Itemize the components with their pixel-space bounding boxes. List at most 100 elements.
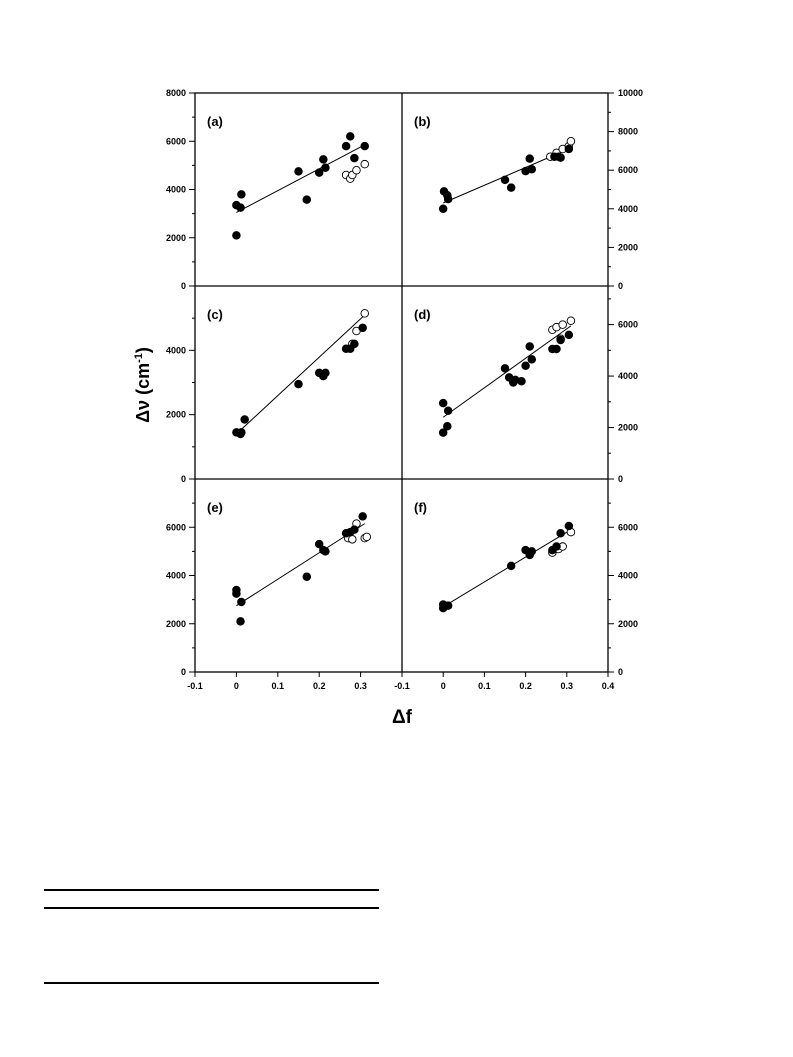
panel-d-ytick-label: 4000 <box>618 371 638 381</box>
panel-f-xtick-label: 0.1 <box>478 681 491 691</box>
panel-f-filled-point <box>552 542 561 551</box>
panel-c-fit-line <box>236 314 366 435</box>
panel-c-filled-point <box>294 379 303 389</box>
panel-e-filled-point <box>302 572 312 581</box>
panel-b-ytick-label: 8000 <box>618 127 638 137</box>
panel-d-open-point <box>566 316 576 325</box>
panel-d-filled-point <box>527 355 537 364</box>
panels-group: 0 2000 4000 6000 8000 (a) 0 2000 4000 6000 8000 100… <box>166 88 643 691</box>
panel-d-ytick-label: 2000 <box>618 423 638 433</box>
panel-d-filled-point <box>552 344 561 354</box>
table-header-rule <box>44 907 379 909</box>
panel-f-filled-point <box>556 529 565 538</box>
panel-b-filled-point <box>556 153 565 162</box>
panel-e-ytick-label: 6000 <box>166 522 186 532</box>
panel-b-filled-point <box>443 194 453 204</box>
panel-b-label: (b) <box>414 114 431 129</box>
panel-e-filled-point <box>314 539 324 549</box>
panel-f-filled-point <box>506 561 516 571</box>
y-axis-title: Δν (cm-1) <box>133 347 153 423</box>
panel-e-ytick-label: 2000 <box>166 619 186 629</box>
y-axis-title-close: ) <box>133 347 153 353</box>
panel-d-ytick-label: 6000 <box>618 320 638 330</box>
panel-c-filled-point <box>237 428 246 437</box>
panel-b-filled-point <box>500 175 510 185</box>
panel-b-filled-point <box>564 144 574 154</box>
panel-b-ytick-label: 10000 <box>618 88 643 98</box>
panel-e-xtick-label: -0.1 <box>187 681 203 691</box>
panel-e-filled-point <box>350 525 359 534</box>
panel-e-ytick-label: 0 <box>181 667 186 677</box>
table-top-rule <box>44 889 379 891</box>
panel-c-label: (c) <box>207 307 223 322</box>
panel-d-label: (d) <box>414 307 431 322</box>
panel-a-ytick-label: 2000 <box>166 233 186 243</box>
panel-a-fit-line <box>236 144 365 213</box>
panel-d-filled-point <box>517 376 526 386</box>
panel-f-filled-point <box>443 601 453 610</box>
panel-b-open-point <box>566 136 576 146</box>
panel-d-open-point <box>558 320 567 329</box>
panel-b-filled-point <box>506 183 516 192</box>
panel-e-open-point <box>348 535 357 544</box>
panel-e-filled-point <box>358 512 367 521</box>
x-axis-title: Δf <box>392 707 413 728</box>
panel-d-filled-point <box>443 406 453 416</box>
panel-e-filled-point <box>237 597 246 607</box>
panel-f-xtick-label: -0.1 <box>394 681 410 691</box>
panel-c-ytick-label: 0 <box>181 474 186 484</box>
panel-c-open-point <box>360 309 369 318</box>
panel-b-filled-point <box>525 154 534 163</box>
panel-b-filled-point <box>527 164 537 174</box>
panel-a-filled-point <box>346 132 355 141</box>
panel-a-filled-point <box>302 195 312 204</box>
panel-e-xtick-label: 0.3 <box>354 681 367 691</box>
panel-a-open-point <box>360 159 369 169</box>
panel-e-ytick-label: 4000 <box>166 571 186 581</box>
panel-d-filled-point <box>564 330 574 340</box>
panel-d-filled-point <box>500 364 510 373</box>
panel-f-filled-point <box>564 521 574 531</box>
panel-f-xtick-label: 0.2 <box>519 681 532 691</box>
panel-f-label: (f) <box>414 500 427 515</box>
panel-a-ytick-label: 4000 <box>166 185 186 195</box>
panel-f-xtick-label: 0.4 <box>602 681 615 691</box>
panel-d-filled-point <box>438 428 448 437</box>
panel-b-ytick-label: 4000 <box>618 204 638 214</box>
panel-d-ytick-label: 0 <box>618 474 623 484</box>
panel-d-filled-point <box>443 421 452 431</box>
panel-a-filled-point <box>236 203 245 212</box>
panel-a-open-point <box>352 165 361 175</box>
panel-d-filled-point <box>521 361 530 371</box>
panel-e-filled-point <box>236 617 245 626</box>
table-bottom-rule <box>44 982 379 984</box>
panel-f-ytick-label: 2000 <box>618 619 638 629</box>
panel-e-xtick-label: 0.2 <box>313 681 326 691</box>
panel-a-filled-point <box>232 231 241 240</box>
panel-e-filled-point <box>321 547 330 556</box>
panel-e-label: (e) <box>207 500 223 515</box>
panel-b-ytick-label: 6000 <box>618 165 638 175</box>
panel-a-filled-point <box>294 167 303 176</box>
panel-e-xtick-label: 0 <box>234 681 239 691</box>
panel-a-filled-point <box>319 155 328 164</box>
panel-f-xtick-label: 0 <box>441 681 446 691</box>
panel-a-filled-point <box>237 190 246 199</box>
y-axis-title-main: Δν (cm <box>133 363 153 423</box>
panel-c-ytick-label: 2000 <box>166 410 186 420</box>
panel-b-ytick-label: 2000 <box>618 242 638 252</box>
y-axis-title-sup: -1 <box>133 353 145 363</box>
panel-a-ytick-label: 8000 <box>166 88 186 98</box>
panel-d-filled-point <box>438 398 448 408</box>
panel-c-filled-point <box>358 323 367 333</box>
panel-e-fit-line <box>236 523 366 607</box>
panel-c-filled-point <box>350 339 359 349</box>
panel-a-filled-point <box>321 163 330 173</box>
panel-f-fit-line <box>442 529 572 608</box>
panel-e-filled-point <box>232 585 241 595</box>
panel-f-filled-point <box>527 547 537 556</box>
panel-f-ytick-label: 4000 <box>618 571 638 581</box>
panel-d-filled-point <box>525 342 534 351</box>
panel-a-ytick-label: 6000 <box>166 136 186 146</box>
